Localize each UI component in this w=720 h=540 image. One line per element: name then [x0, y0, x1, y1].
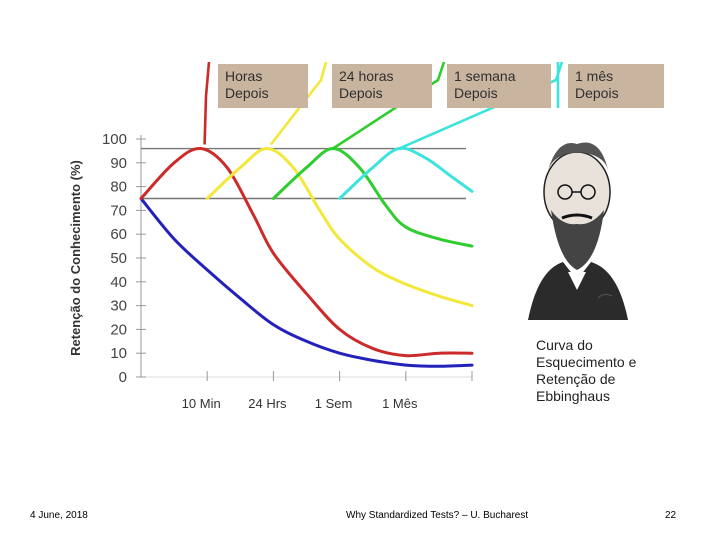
series-line-cyan	[338, 146, 474, 200]
y-tick-label: 70	[110, 202, 127, 219]
footer-date: 4 June, 2018	[30, 510, 88, 521]
footer-center: Why Standardized Tests? – U. Bucharest	[346, 510, 529, 521]
x-tick-label: 10 Min	[182, 396, 221, 411]
y-tick-label: 100	[102, 131, 127, 148]
y-tick-label: 50	[110, 250, 127, 267]
annotation-connector	[269, 61, 328, 146]
annotation-box-1semana: 1 semana Depois	[447, 64, 551, 108]
y-tick-label: 10	[110, 345, 127, 362]
series-line-blue	[139, 197, 474, 368]
annotation-box-1mes: 1 mês Depois	[568, 64, 664, 108]
y-tick-label: 30	[110, 298, 127, 315]
x-tick-label: 1 Mês	[382, 396, 418, 411]
x-tick-label: 1 Sem	[315, 396, 353, 411]
footer-page-number: 22	[665, 510, 677, 521]
series-line-red	[139, 147, 474, 358]
y-tick-label: 60	[110, 226, 127, 243]
y-axis-label: Retenção do Conhecimento (%)	[68, 160, 83, 356]
annotation-text: 1 mês Depois	[575, 68, 619, 101]
y-tick-label: 20	[110, 321, 127, 338]
y-tick-label: 90	[110, 155, 127, 172]
x-tick-label: 24 Hrs	[248, 396, 287, 411]
y-tick-label: 80	[110, 179, 127, 196]
annotation-box-24horas: 24 horas Depois	[332, 64, 432, 108]
annotation-text: 24 horas Depois	[339, 68, 394, 101]
y-tick-label: 0	[119, 369, 127, 386]
ebbinghaus-portrait	[518, 130, 636, 320]
annotation-text: 1 semana Depois	[454, 68, 516, 101]
annotation-box-horas: Horas Depois	[218, 64, 308, 108]
annotation-text: Horas Depois	[225, 68, 269, 101]
annotation-connector	[332, 61, 446, 150]
annotation-connector	[398, 61, 564, 150]
annotation-connector	[203, 61, 211, 145]
series-line-yellow	[205, 147, 474, 308]
y-tick-label: 40	[110, 274, 127, 291]
series-line-green	[271, 147, 474, 248]
chart-caption: Curva do Esquecimento e Retenção de Ebbi…	[536, 337, 637, 404]
